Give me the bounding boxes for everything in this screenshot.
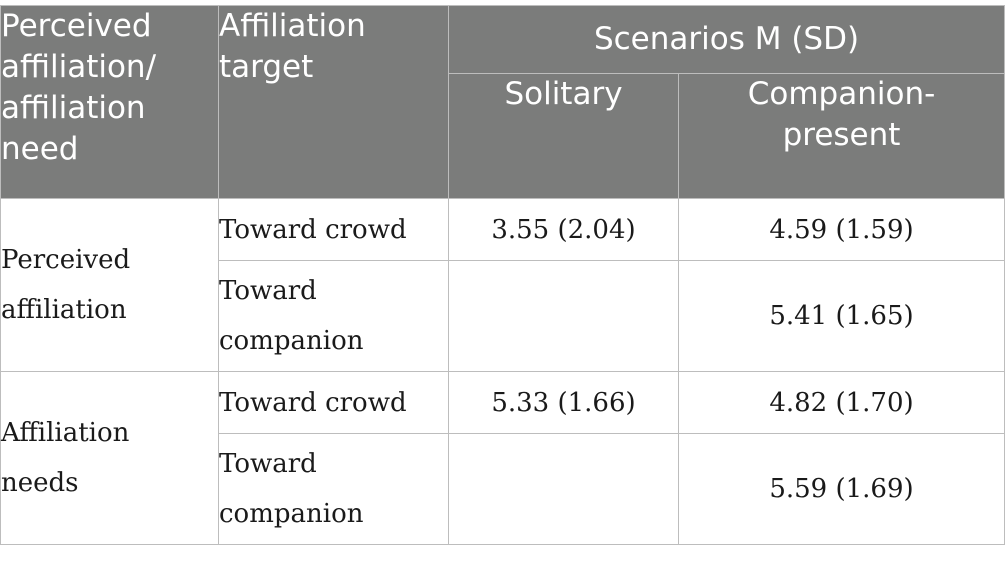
header-solitary: Solitary: [448, 73, 679, 199]
companion-value: 4.59 (1.59): [677, 198, 1005, 261]
results-table: Perceived affiliation/ affiliation need …: [0, 5, 1005, 545]
solitary-value: 3.55 (2.04): [448, 198, 679, 261]
header-perceived-affiliation: Perceived affiliation/ affiliation need: [0, 5, 219, 199]
solitary-value: 5.33 (1.66): [448, 371, 679, 434]
group-label-perceived-affiliation: Perceived affiliation: [0, 198, 219, 372]
header-companion-present: Companion-present: [677, 73, 1005, 199]
target-cell: Toward crowd: [218, 371, 449, 434]
header-affiliation-target: Affiliation target: [218, 5, 449, 199]
companion-value: 4.82 (1.70): [677, 371, 1005, 434]
solitary-value: [448, 260, 679, 372]
solitary-value: [448, 433, 679, 545]
table-row: Toward companion 5.59 (1.69): [1, 433, 1005, 545]
table-row: Perceived affiliation Toward crowd 3.55 …: [0, 198, 1005, 372]
header-scenarios: Scenarios M (SD): [447, 5, 1005, 74]
target-cell: Toward companion: [218, 433, 449, 545]
target-cell: Toward crowd: [218, 198, 449, 261]
table-row: Affiliation needs Toward crowd 5.33 (1.6…: [0, 371, 1005, 545]
companion-value: 5.59 (1.69): [677, 433, 1005, 545]
target-cell: Toward companion: [218, 260, 449, 372]
group-label-affiliation-needs: Affiliation needs: [0, 371, 219, 545]
companion-value: 5.41 (1.65): [677, 260, 1005, 372]
